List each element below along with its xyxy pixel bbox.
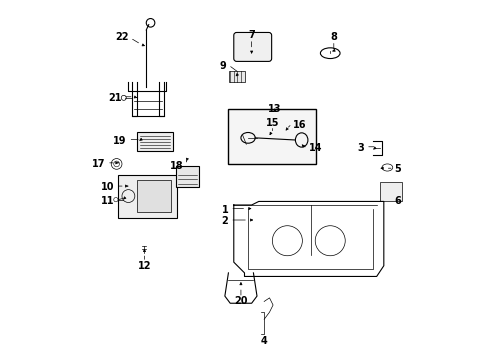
Text: 1: 1 — [221, 205, 228, 215]
Text: 18: 18 — [170, 161, 183, 171]
Text: 6: 6 — [394, 197, 401, 206]
Bar — [228, 109, 315, 164]
Bar — [137, 180, 171, 212]
Text: 21: 21 — [107, 93, 121, 103]
Text: 8: 8 — [330, 32, 337, 42]
Text: 13: 13 — [267, 104, 281, 113]
Text: 5: 5 — [394, 164, 401, 174]
Text: 4: 4 — [260, 337, 267, 346]
Text: 14: 14 — [308, 143, 322, 153]
Text: 3: 3 — [357, 143, 364, 153]
Text: 15: 15 — [265, 118, 279, 128]
Bar — [137, 132, 173, 152]
Text: 2: 2 — [221, 216, 228, 226]
Text: 20: 20 — [234, 296, 247, 306]
Text: 11: 11 — [101, 197, 114, 206]
Text: 7: 7 — [248, 30, 255, 40]
Text: 19: 19 — [113, 136, 126, 146]
Text: 9: 9 — [220, 61, 226, 71]
Text: 10: 10 — [101, 182, 114, 192]
FancyBboxPatch shape — [233, 32, 271, 62]
Text: 22: 22 — [115, 32, 128, 42]
Text: 16: 16 — [292, 120, 305, 130]
Bar — [118, 175, 176, 217]
Text: 17: 17 — [91, 159, 105, 169]
Bar — [176, 166, 199, 187]
Bar — [380, 182, 401, 202]
Text: 12: 12 — [138, 261, 151, 271]
Bar — [228, 71, 244, 82]
